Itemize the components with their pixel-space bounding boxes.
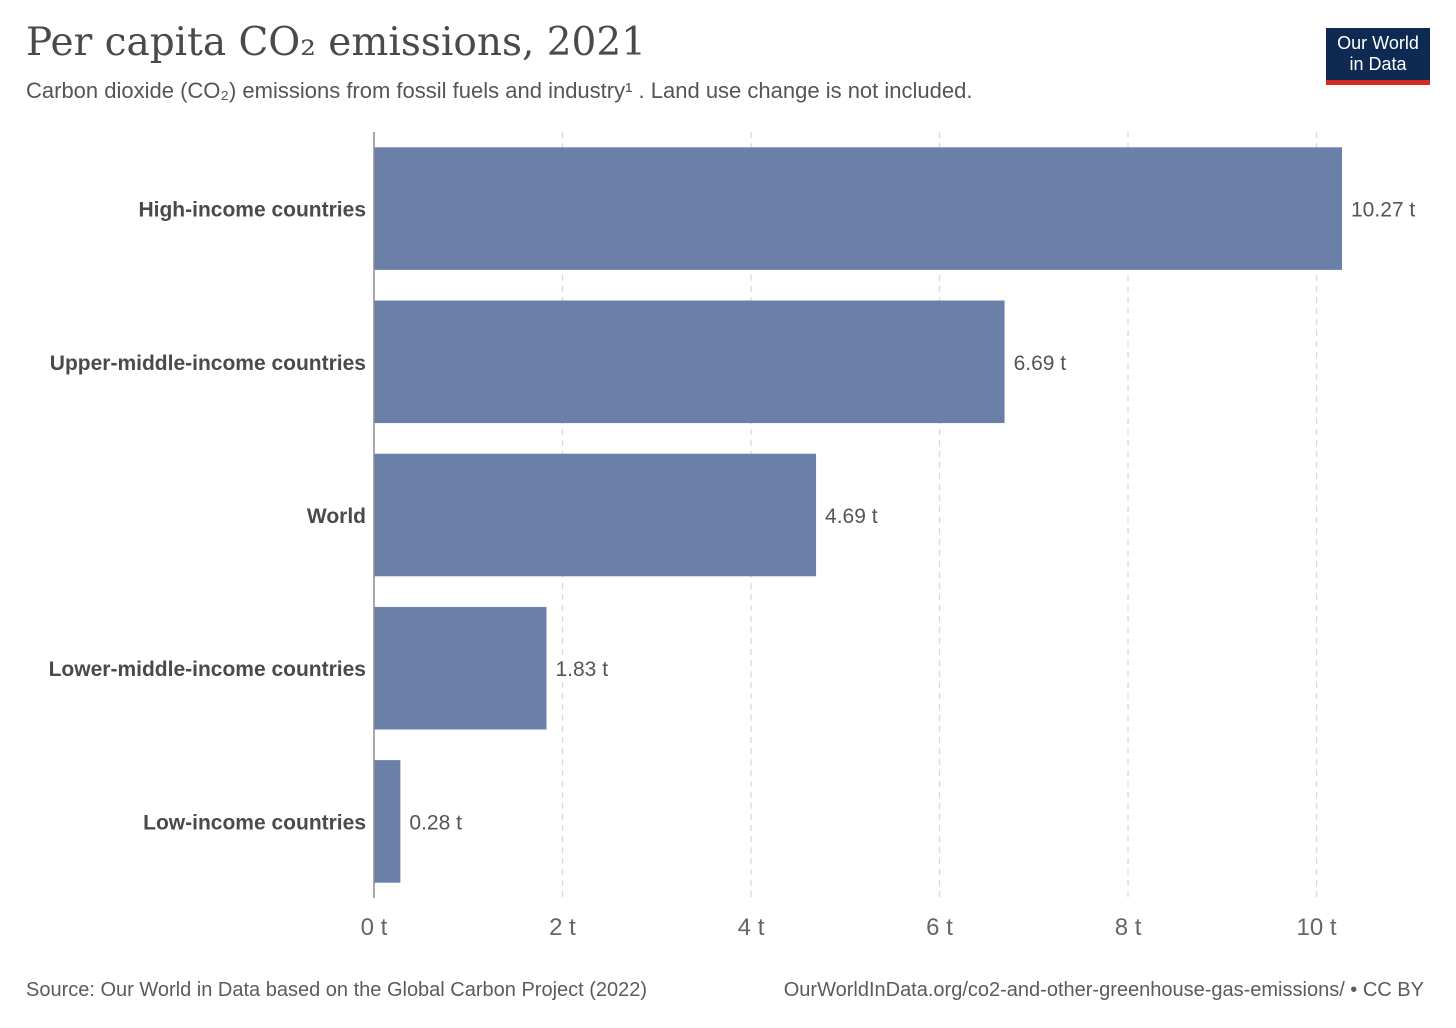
value-label: 1.83 t <box>555 658 608 681</box>
source-note: Source: Our World in Data based on the G… <box>26 979 648 1001</box>
x-tick-label: 10 t <box>1297 914 1337 941</box>
category-label: Low-income countries <box>143 811 366 834</box>
bar <box>374 147 1342 270</box>
x-tick-label: 0 t <box>361 914 388 941</box>
bar <box>374 760 401 883</box>
label-layer: 0 t 2 t 4 t 6 t 8 t 10 t High-income countries… <box>49 199 1416 941</box>
x-tick-label: 6 t <box>926 914 953 941</box>
category-label: Upper-middle-income countries <box>50 352 366 375</box>
grid-layer <box>561 132 1318 898</box>
value-label: 0.28 t <box>409 811 462 834</box>
url-license[interactable]: OurWorldInData.org/co2-and-other-greenho… <box>783 979 1424 1001</box>
logo-line-2: in Data <box>1349 54 1407 74</box>
x-tick-label: 8 t <box>1115 914 1142 941</box>
value-label: 6.69 t <box>1014 352 1067 375</box>
bar <box>374 300 1005 424</box>
x-tick-label: 4 t <box>738 914 765 941</box>
category-label: Lower-middle-income countries <box>49 658 366 681</box>
value-label: 10.27 t <box>1351 199 1415 222</box>
value-label: 4.69 t <box>825 505 878 528</box>
logo-accent-strip <box>1326 80 1430 85</box>
bar <box>374 453 817 577</box>
bar <box>374 606 547 730</box>
x-tick-label: 2 t <box>549 914 576 941</box>
bar-layer <box>374 147 1342 883</box>
owid-logo[interactable]: Our World in Data <box>1326 28 1430 85</box>
chart-subtitle: Carbon dioxide (CO₂) emissions from foss… <box>26 78 973 103</box>
category-label: World <box>307 505 366 528</box>
logo-line-1: Our World <box>1337 33 1419 53</box>
chart-title: Per capita CO₂ emissions, 2021 <box>26 20 647 65</box>
category-label: High-income countries <box>138 199 366 222</box>
